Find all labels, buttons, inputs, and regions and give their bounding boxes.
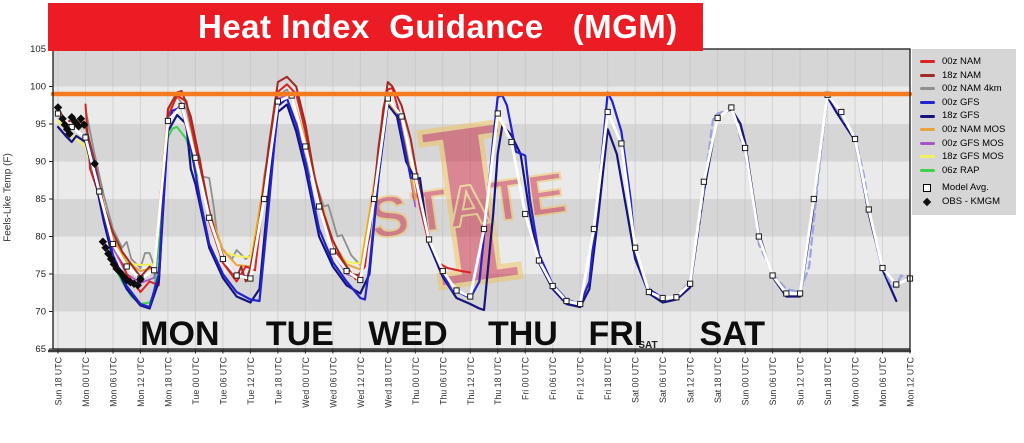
legend-label: 06z RAP — [942, 164, 980, 176]
x-tick-label: Thu 12 UTC — [466, 356, 476, 405]
x-tick-label: Sun 18 UTC — [823, 356, 833, 405]
title-banner: Heat Index Guidance (MGM) — [48, 3, 703, 51]
x-tick-label: Sat 18 UTC — [713, 356, 723, 403]
x-tick-label: Mon 06 UTC — [108, 356, 118, 407]
y-tick-label: 80 — [35, 232, 46, 243]
legend-label: 18z GFS — [942, 110, 980, 122]
y-tick-label: 100 — [30, 82, 46, 93]
legend-label: Model Avg. — [942, 182, 989, 194]
x-tick-label: Tue 18 UTC — [273, 356, 283, 404]
x-tick-label: Sun 00 UTC — [741, 356, 751, 405]
page-title: Heat Index Guidance (MGM) — [198, 8, 678, 45]
legend-item-18z-gfs: 18z GFS — [917, 109, 1016, 123]
axes-frame: 65 70 75 80 85 90 95 100 105 — [30, 44, 911, 355]
day-label-mon: MON — [140, 315, 219, 353]
x-tick-label: Tue 12 UTC — [246, 356, 256, 404]
x-tick-label: Sat 00 UTC — [631, 356, 641, 403]
legend-label: 00z GFS — [942, 96, 980, 108]
legend-label: 18z GFS MOS — [942, 151, 1004, 163]
legend-item-00z-nam-mos: 00z NAM MOS — [917, 123, 1016, 137]
legend-item-18z-nam: 18z NAM — [917, 69, 1016, 83]
legend-box: 00z NAM 18z NAM 00z NAM 4km 00z GFS 18z … — [912, 49, 1016, 215]
legend-swatch — [919, 128, 935, 132]
legend-label: 00z NAM 4km — [942, 83, 1002, 95]
day-label-sat: SAT — [700, 315, 766, 353]
x-tick-label: Mon 12 UTC — [136, 356, 146, 407]
x-tick-label: Sat 06 UTC — [658, 356, 668, 403]
y-axis-title: Feels-Like Temp (F) — [2, 153, 14, 242]
obs-marker-icon — [922, 197, 932, 206]
x-tick-label: Mon 18 UTC — [163, 356, 173, 407]
x-tick-label: Fri 18 UTC — [603, 356, 613, 400]
x-tick-labels: Sun 18 UTC Mon 00 UTC Mon 06 UTC Mon 12 UTC… — [54, 356, 916, 407]
legend-item-00z-gfs-mos: 00z GFS MOS — [917, 137, 1016, 151]
x-tick-label: Sun 12 UTC — [796, 356, 806, 405]
y-tick-label: 65 — [35, 344, 46, 355]
legend-swatch — [919, 141, 935, 145]
legend-label: OBS - KMGM — [942, 195, 1001, 207]
legend-swatch — [919, 87, 935, 91]
x-tick-label: Mon 06 UTC — [878, 356, 888, 407]
x-tick-label: Mon 00 UTC — [81, 356, 91, 407]
model-avg-markers — [54, 91, 914, 308]
x-tick-label: Mon 12 UTC — [906, 356, 916, 407]
x-tick-label: Wed 12 UTC — [356, 356, 366, 407]
legend-swatch — [919, 155, 935, 159]
x-tick-label: Mon 00 UTC — [851, 356, 861, 407]
obs-markers — [53, 103, 145, 290]
x-tick-label: Wed 06 UTC — [328, 356, 338, 407]
x-tick-label: Sat 12 UTC — [686, 356, 696, 403]
day-label-thu: THU — [488, 315, 558, 353]
y-tick-label: 90 — [35, 157, 46, 168]
legend-label: 18z NAM — [942, 69, 982, 81]
x-tick-label: Thu 06 UTC — [438, 356, 448, 405]
legend-item-00z-nam: 00z NAM — [917, 55, 1016, 69]
day-label-tue: TUE — [266, 315, 334, 353]
y-tick-label: 85 — [35, 194, 46, 205]
y-tick-label: 105 — [30, 44, 46, 55]
legend-item-06z-rap: 06z RAP — [917, 164, 1016, 178]
day-sub-label: SAT — [638, 340, 657, 351]
day-label-wed: WED — [368, 315, 447, 353]
legend-swatch — [919, 73, 935, 77]
legend-swatch — [919, 60, 935, 64]
x-tick-label: Tue 06 UTC — [218, 356, 228, 404]
x-tick-label: Fri 12 UTC — [576, 356, 586, 400]
day-label-fri: FRI — [589, 315, 644, 353]
legend-item-obs-kmgm: OBS - KMGM — [917, 195, 1016, 209]
legend-item-00z-nam-4km: 00z NAM 4km — [917, 82, 1016, 96]
legend-swatch — [919, 114, 935, 118]
x-tick-label: Fri 00 UTC — [521, 356, 531, 400]
x-tick-label: Sun 06 UTC — [768, 356, 778, 405]
legend-label: 00z GFS MOS — [942, 137, 1004, 149]
x-tick-label: Fri 06 UTC — [548, 356, 558, 400]
series-nammos00 — [84, 93, 417, 272]
x-tick-label: Thu 18 UTC — [493, 356, 503, 405]
x-tick-label: Sun 18 UTC — [54, 356, 64, 405]
legend-item-18z-gfs-mos: 18z GFS MOS — [917, 150, 1016, 164]
legend-swatch — [919, 169, 935, 173]
y-tick-label: 75 — [35, 269, 46, 280]
legend-item-model-avg: Model Avg. — [917, 181, 1016, 195]
legend-label: 00z NAM MOS — [942, 124, 1006, 136]
x-tick-label: Wed 00 UTC — [301, 356, 311, 407]
legend-item-00z-gfs: 00z GFS — [917, 96, 1016, 110]
y-tick-label: 95 — [35, 119, 46, 130]
x-tick-label: Thu 00 UTC — [411, 356, 421, 405]
y-tick-label: 70 — [35, 307, 46, 318]
legend-label: 00z NAM — [942, 56, 982, 68]
x-tick-label: Wed 18 UTC — [383, 356, 393, 407]
model-avg-marker-icon — [923, 184, 931, 193]
legend-swatch — [919, 101, 935, 105]
x-tick-label: Tue 00 UTC — [191, 356, 201, 404]
